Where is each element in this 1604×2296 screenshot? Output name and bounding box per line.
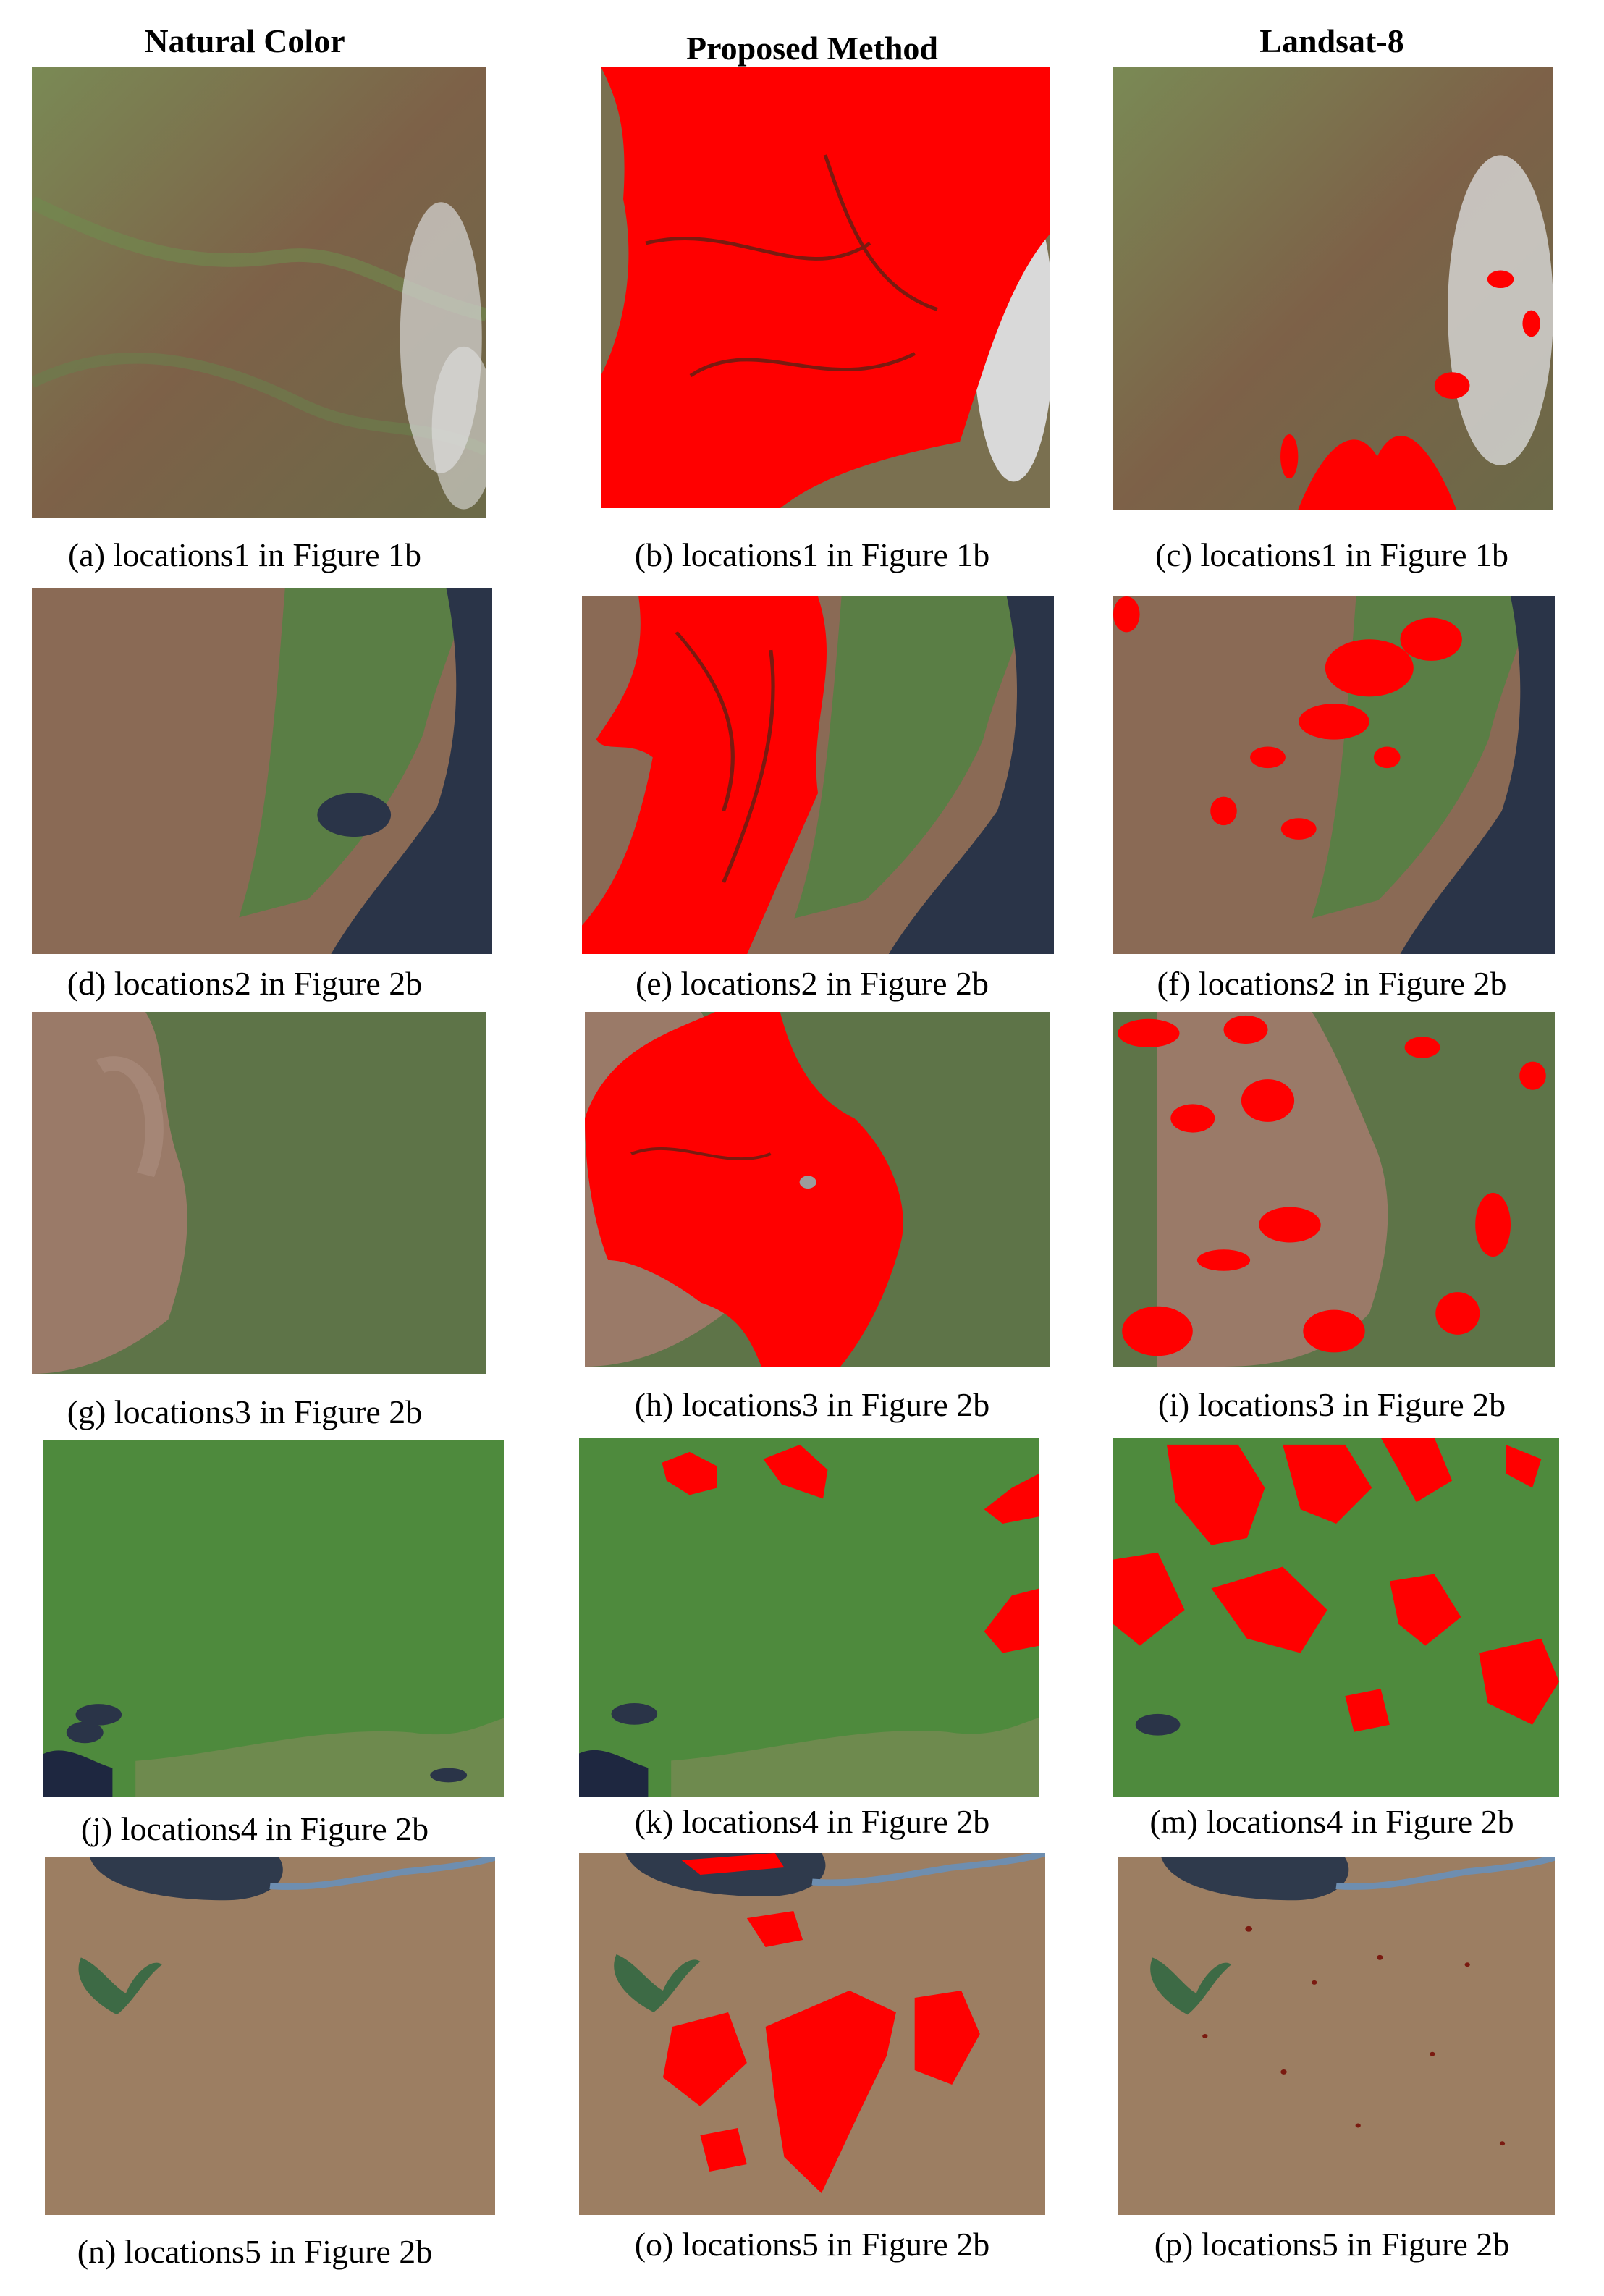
panel-m-landsat-8 [1113, 1438, 1559, 1797]
caption-a: (a) locations1 in Figure 1b [67, 536, 422, 573]
panel-k-proposed-method [579, 1438, 1039, 1797]
panel-h-proposed-method [585, 1012, 1050, 1367]
panel-d-natural-color [32, 588, 492, 954]
caption-e: (e) locations2 in Figure 2b [635, 965, 989, 1002]
panel-p-landsat-8 [1118, 1857, 1555, 2215]
caption-f: (f) locations2 in Figure 2b [1157, 965, 1507, 1002]
panel-a-natural-color [32, 67, 486, 518]
caption-m: (m) locations4 in Figure 2b [1149, 1803, 1514, 1840]
caption-c: (c) locations1 in Figure 1b [1155, 536, 1509, 573]
caption-h: (h) locations3 in Figure 2b [634, 1386, 990, 1423]
panel-g-natural-color [32, 1012, 486, 1374]
caption-o: (o) locations5 in Figure 2b [634, 2226, 990, 2263]
caption-k: (k) locations4 in Figure 2b [634, 1803, 990, 1840]
panel-b-proposed-method [601, 67, 1050, 508]
panel-o-proposed-method [579, 1853, 1045, 2215]
panel-f-landsat-8 [1113, 596, 1555, 954]
panel-c-landsat-8 [1113, 67, 1553, 510]
caption-p: (p) locations5 in Figure 2b [1154, 2226, 1510, 2263]
caption-j: (j) locations4 in Figure 2b [80, 1810, 429, 1847]
panel-i-landsat-8 [1113, 1012, 1555, 1367]
column-header-landsat-8: Landsat-8 [1259, 22, 1404, 59]
caption-d: (d) locations2 in Figure 2b [67, 965, 423, 1002]
caption-b: (b) locations1 in Figure 1b [634, 536, 990, 573]
caption-i: (i) locations3 in Figure 2b [1157, 1386, 1506, 1423]
panel-n-natural-color [45, 1857, 495, 2215]
panel-e-proposed-method [582, 596, 1054, 954]
column-header-proposed-method: Proposed Method [686, 30, 938, 67]
column-header-natural-color: Natural Color [144, 22, 345, 59]
caption-n: (n) locations5 in Figure 2b [77, 2233, 433, 2270]
panel-j-natural-color [43, 1440, 504, 1797]
caption-g: (g) locations3 in Figure 2b [67, 1393, 423, 1430]
